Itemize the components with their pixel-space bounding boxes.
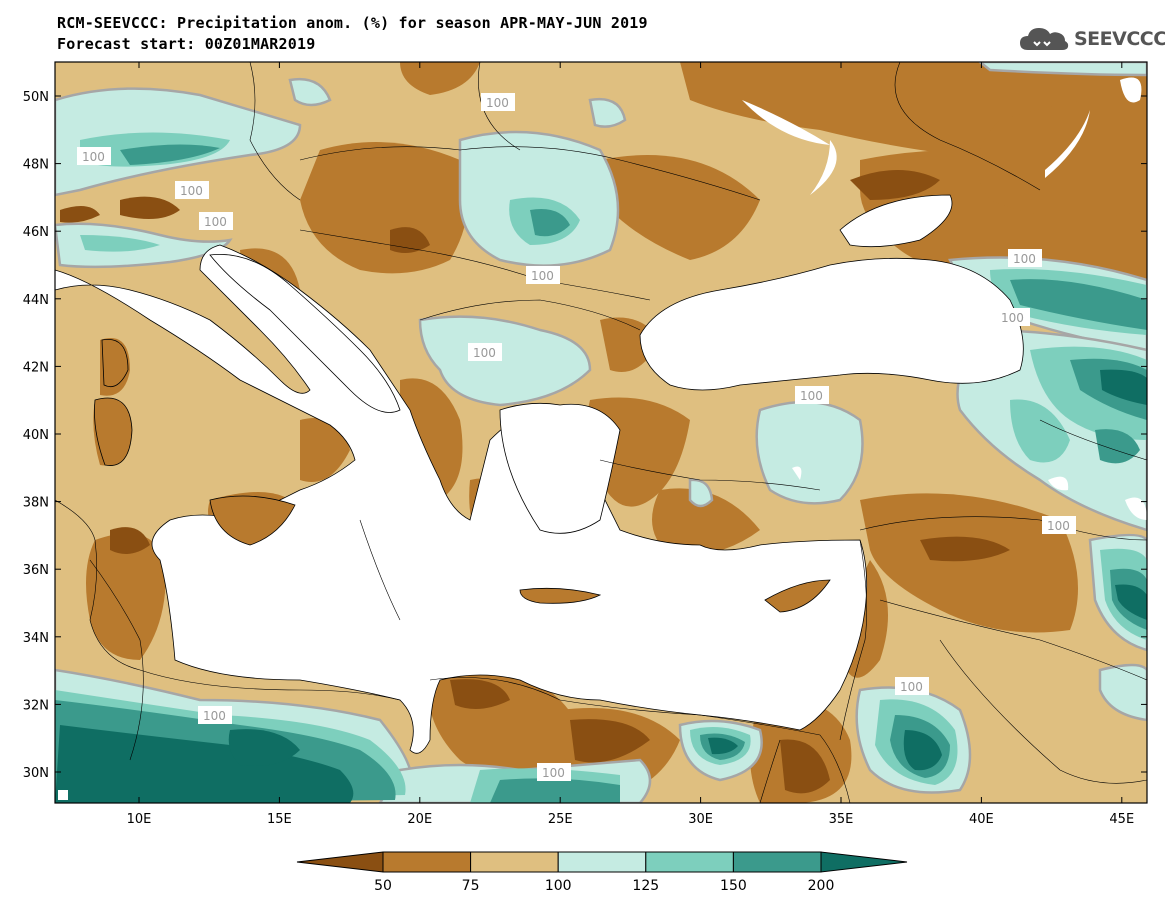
lat-tick-label: 36N (23, 563, 49, 578)
contour-label: 100 (1001, 311, 1024, 325)
forecast-start-subtitle: Forecast start: 00Z01MAR2019 (57, 35, 316, 53)
lat-tick-label: 46N (23, 225, 49, 240)
contour-label: 100 (1047, 519, 1070, 533)
logo-text: SEEVCCC (1074, 28, 1165, 50)
mediterranean-sea (55, 244, 868, 754)
contour-label: 100 (1013, 252, 1036, 266)
lat-tick-label: 50N (23, 90, 49, 105)
lon-tick-label: 20E (407, 812, 432, 827)
colorbar-level-label: 100 (545, 878, 572, 894)
map-title: RCM-SEEVCCC: Precipitation anom. (%) for… (57, 14, 648, 32)
colorbar-level-label: 125 (632, 878, 659, 894)
colorbar-segment (645, 851, 734, 873)
colorbar-level-label: 150 (720, 878, 747, 894)
lat-tick-label: 44N (23, 293, 49, 308)
latitude-labels: 50N 48N 46N 44N 42N 40N 38N 36N 34N 32N 30N (23, 90, 49, 781)
colorbar-segment (382, 851, 472, 873)
longitude-labels: 10E 15E 20E 25E 30E 35E 40E 45E (127, 812, 1135, 827)
colorbar-below-50 (296, 851, 384, 873)
map-frame (54, 61, 1148, 804)
coastlines-borders (55, 62, 1147, 803)
lon-tick-label: 45E (1109, 812, 1134, 827)
lat-tick-label: 48N (23, 158, 49, 173)
crete (519, 587, 602, 604)
contour-label: 100 (203, 709, 226, 723)
anomaly-below-50-regions (60, 170, 1010, 794)
contour-label: 100 (800, 389, 823, 403)
sicily (209, 495, 296, 546)
islands (94, 338, 831, 613)
colorbar-above-200 (820, 851, 908, 873)
contour-label: 100 (473, 346, 496, 360)
lon-tick-label: 25E (548, 812, 573, 827)
anomaly-above-200-regions (55, 369, 1147, 803)
cyprus (764, 579, 831, 613)
azov-sea (839, 194, 953, 248)
contour-label: 100 (542, 766, 565, 780)
lon-tick-label: 30E (688, 812, 713, 827)
contour-label: 100 (531, 269, 554, 283)
map-plot-area: 100 100 100 100 100 100 100 100 100 100 … (55, 62, 1147, 803)
lon-tick-label: 10E (127, 812, 152, 827)
seas (55, 194, 1024, 754)
colorbar-level-label: 50 (374, 878, 392, 894)
contour-label: 100 (82, 150, 105, 164)
seevccc-logo: SEEVCCC (1018, 24, 1165, 54)
contour-label: 100 (180, 184, 203, 198)
lat-tick-label: 30N (23, 766, 49, 781)
colorbar-segment (557, 851, 647, 873)
black-sea (639, 257, 1024, 391)
corsica (101, 338, 129, 388)
lon-tick-label: 15E (267, 812, 292, 827)
contour-labels: 100 100 100 100 100 100 100 100 100 100 … (77, 93, 1076, 781)
colorbar-segment (732, 851, 822, 873)
adriatic-sea (209, 254, 401, 413)
colorbar: 50 75 100 125 150 200 (296, 851, 908, 894)
contour-label: 100 (900, 680, 923, 694)
axis-ticks (55, 62, 1147, 803)
lat-tick-label: 32N (23, 698, 49, 713)
contour-label: 100 (204, 215, 227, 229)
colorbar-level-label: 200 (808, 878, 835, 894)
lon-tick-label: 40E (969, 812, 994, 827)
aegean-sea (499, 402, 621, 534)
lat-tick-label: 38N (23, 496, 49, 511)
lat-tick-label: 40N (23, 428, 49, 443)
colorbar-level-label: 75 (462, 878, 480, 894)
data-gaps (58, 77, 1147, 800)
lon-tick-label: 35E (829, 812, 854, 827)
lat-tick-label: 42N (23, 360, 49, 375)
cloud-logo-icon (1020, 28, 1069, 50)
lat-tick-label: 34N (23, 631, 49, 646)
contour-label: 100 (486, 96, 509, 110)
colorbar-segment (470, 851, 559, 873)
sardinia (94, 397, 133, 466)
